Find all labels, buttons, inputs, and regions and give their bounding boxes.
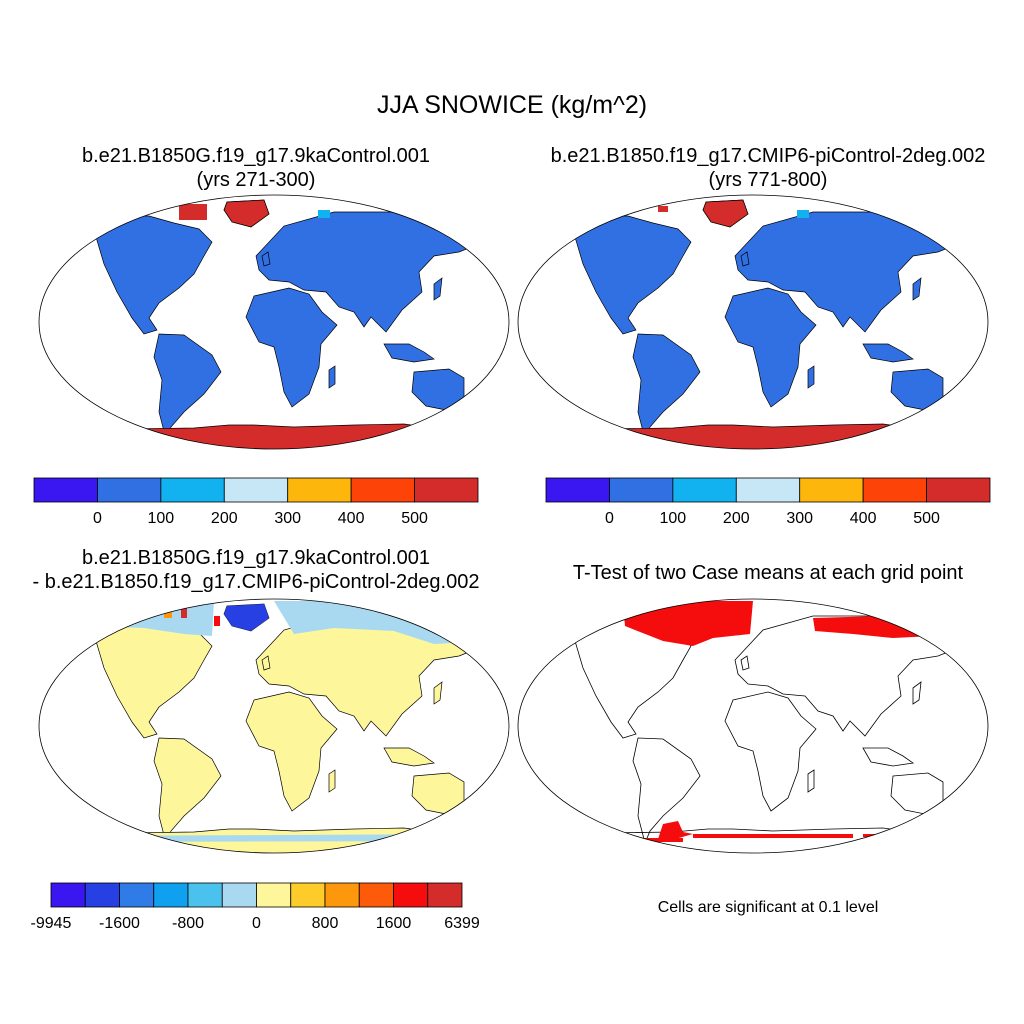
antarctic-fill bbox=[39, 827, 509, 853]
arctic-diff-cell bbox=[164, 612, 172, 618]
colorbar-label: -800 bbox=[172, 915, 204, 932]
significant-cells bbox=[813, 616, 963, 638]
colorbar-label: 800 bbox=[312, 915, 339, 932]
colorbar-swatch bbox=[287, 477, 352, 503]
colorbar-top-right: 0 100 200 300 400 500 bbox=[545, 477, 991, 527]
significance-note: Cells are significant at 0.1 level bbox=[657, 899, 879, 916]
colorbar-difference: -9945 -1600 -800 0 800 1600 6399 bbox=[31, 882, 480, 932]
antarctic-snow-band bbox=[39, 834, 509, 842]
map-border bbox=[38, 598, 510, 854]
significant-cells bbox=[863, 834, 913, 837]
colorbar-swatch bbox=[350, 477, 415, 503]
colorbar-swatch bbox=[393, 882, 429, 908]
significant-cells bbox=[623, 601, 753, 646]
panel-title-line1: b.e21.B1850.f19_g17.CMIP6-piControl-2deg… bbox=[550, 145, 986, 167]
colorbar-label: 400 bbox=[850, 510, 877, 527]
panel-title-bottom-left: b.e21.B1850G.f19_g17.9kaControl.001 - b.… bbox=[0, 546, 512, 594]
colorbar-swatch bbox=[153, 882, 189, 908]
colorbar-label: 200 bbox=[211, 510, 238, 527]
colorbar-swatch bbox=[414, 477, 479, 503]
arctic-diff-cell bbox=[181, 608, 187, 618]
colorbar-label: 0 bbox=[93, 510, 102, 527]
colorbar-swatch bbox=[33, 477, 98, 503]
panel-title-line2: - b.e21.B1850.f19_g17.CMIP6-piControl-2d… bbox=[32, 571, 480, 593]
colorbar-label: -9945 bbox=[31, 915, 72, 932]
panel-title-line1: b.e21.B1850G.f19_g17.9kaControl.001 bbox=[81, 145, 431, 167]
panel-title-bottom-right: T-Test of two Case means at each grid po… bbox=[572, 562, 964, 584]
map-panel-bottom-right bbox=[517, 598, 989, 866]
colorbar-swatch bbox=[160, 477, 225, 503]
colorbar-swatch bbox=[221, 882, 257, 908]
colorbar-label: 300 bbox=[786, 510, 813, 527]
antarctic-ice bbox=[518, 423, 988, 449]
colorbar-swatch bbox=[926, 477, 991, 503]
map-border bbox=[517, 194, 989, 450]
colorbar-swatch bbox=[290, 882, 326, 908]
colorbar-label: 100 bbox=[660, 510, 687, 527]
arctic-ice bbox=[658, 206, 668, 212]
colorbar-top-left: 0 100 200 300 400 500 bbox=[33, 477, 479, 527]
panel-title-line1: b.e21.B1850G.f19_g17.9kaControl.001 bbox=[81, 547, 431, 569]
colorbar-label: 300 bbox=[274, 510, 301, 527]
map-border bbox=[517, 598, 989, 854]
colorbar-swatch bbox=[735, 477, 801, 503]
colorbar-swatch bbox=[223, 477, 289, 503]
coastlines bbox=[518, 604, 988, 866]
svalbard-snow bbox=[318, 210, 330, 218]
colorbar-label: 100 bbox=[148, 510, 175, 527]
svalbard-snow bbox=[797, 210, 809, 218]
colorbar-swatch bbox=[799, 477, 864, 503]
map-panel-top-right bbox=[517, 194, 989, 450]
significant-cells bbox=[693, 834, 853, 838]
greenland-ice bbox=[223, 199, 270, 228]
colorbar-swatch bbox=[358, 882, 394, 908]
colorbar-swatch bbox=[324, 882, 360, 908]
colorbar-swatch bbox=[672, 477, 737, 503]
colorbar-label: 500 bbox=[913, 510, 940, 527]
colorbar-swatch bbox=[119, 882, 155, 908]
panel-title-line2: (yrs 271-300) bbox=[196, 169, 316, 191]
colorbar-swatch bbox=[609, 477, 674, 503]
figure-title: JJA SNOWICE (kg/m^2) bbox=[376, 91, 648, 119]
colorbar-label: 0 bbox=[605, 510, 614, 527]
colorbar-swatch bbox=[187, 882, 223, 908]
colorbar-swatch bbox=[50, 882, 86, 908]
map-border bbox=[38, 194, 510, 450]
greenland-ice bbox=[702, 199, 749, 228]
map-panel-bottom-left bbox=[38, 598, 510, 854]
colorbar-label: 500 bbox=[401, 510, 428, 527]
colorbar-label: -1600 bbox=[99, 915, 140, 932]
colorbar-label: 6399 bbox=[444, 915, 480, 932]
colorbar-label: 1600 bbox=[376, 915, 412, 932]
panel-title-top-left: b.e21.B1850G.f19_g17.9kaControl.001 (yrs… bbox=[0, 144, 512, 192]
colorbar-swatch bbox=[97, 477, 162, 503]
colorbar-swatch bbox=[427, 882, 463, 908]
colorbar-swatch bbox=[256, 882, 292, 908]
colorbar-label: 400 bbox=[338, 510, 365, 527]
colorbar-label: 0 bbox=[252, 915, 261, 932]
land-fill bbox=[574, 199, 964, 440]
colorbar-label: 200 bbox=[723, 510, 750, 527]
arctic-ice bbox=[179, 204, 207, 220]
colorbar-swatch bbox=[84, 882, 120, 908]
colorbar-swatch bbox=[862, 477, 927, 503]
antarctic-ice bbox=[39, 423, 509, 449]
significant-cells bbox=[658, 821, 693, 841]
panel-title-line2: (yrs 771-800) bbox=[708, 169, 828, 191]
significant-cells bbox=[623, 838, 683, 842]
arctic-diff-cell bbox=[214, 616, 220, 626]
land-fill bbox=[95, 199, 485, 440]
map-panel-top-left bbox=[38, 194, 510, 450]
colorbar-swatch bbox=[545, 477, 610, 503]
panel-title-top-right: b.e21.B1850.f19_g17.CMIP6-piControl-2deg… bbox=[512, 144, 1024, 192]
greenland-diff bbox=[224, 604, 269, 631]
